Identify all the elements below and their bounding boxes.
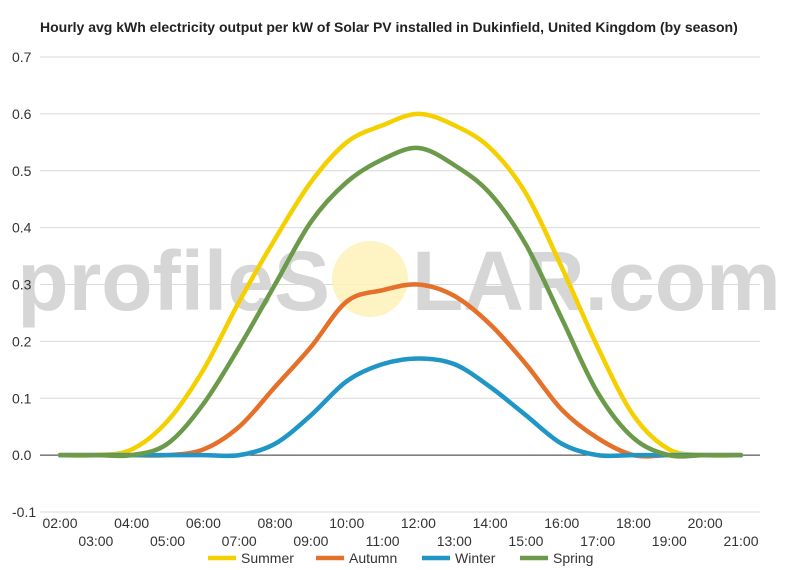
x-tick-label: 19:00 [652,533,687,549]
y-tick-label: 0.3 [12,277,32,293]
x-tick-label: 10:00 [329,515,364,531]
y-tick-label: 0.6 [12,106,32,122]
x-tick-label: 14:00 [473,515,508,531]
x-tick-label: 06:00 [186,515,221,531]
y-tick-label: 0.5 [12,163,32,179]
y-tick-label: -0.1 [12,504,36,520]
x-tick-label: 08:00 [258,515,293,531]
legend-label-autumn: Autumn [349,550,397,566]
x-tick-label: 20:00 [688,515,723,531]
y-tick-label: 0.7 [12,49,32,65]
x-tick-label: 05:00 [150,533,185,549]
x-tick-label: 11:00 [366,533,400,549]
y-tick-label: 0.0 [12,447,32,463]
x-tick-label: 03:00 [78,533,113,549]
x-tick-label: 21:00 [723,533,758,549]
chart-title: Hourly avg kWh electricity output per kW… [40,19,738,35]
y-tick-label: 0.2 [12,333,32,349]
x-tick-label: 16:00 [544,515,579,531]
x-tick-label: 07:00 [222,533,257,549]
series-line-summer [57,111,744,458]
x-tick-label: 09:00 [293,533,328,549]
series-line-winter [57,356,744,459]
watermark: profileS LAR.com [17,234,780,328]
y-tick-label: 0.1 [12,390,32,406]
y-tick-label: 0.4 [12,220,32,236]
series-line-spring [57,145,744,459]
series-lines [57,111,744,459]
y-axis-ticks: -0.1 0.0 0.1 0.2 0.3 0.4 0.5 0.6 0.7 [12,49,36,520]
x-tick-label: 12:00 [401,515,436,531]
x-axis-ticks: 02:0003:0004:0005:0006:0007:0008:0009:00… [42,515,758,549]
watermark-text-right: LAR.com [412,234,781,328]
legend-label-winter: Winter [455,550,496,566]
legend: Summer Autumn Winter Spring [208,550,593,566]
x-tick-label: 17:00 [580,533,615,549]
x-tick-label: 02:00 [42,515,77,531]
x-tick-label: 15:00 [508,533,543,549]
legend-label-summer: Summer [241,550,294,566]
x-tick-label: 18:00 [616,515,651,531]
x-tick-label: 04:00 [114,515,149,531]
x-tick-label: 13:00 [437,533,472,549]
legend-label-spring: Spring [553,550,593,566]
watermark-text-left: profileS [17,234,330,328]
